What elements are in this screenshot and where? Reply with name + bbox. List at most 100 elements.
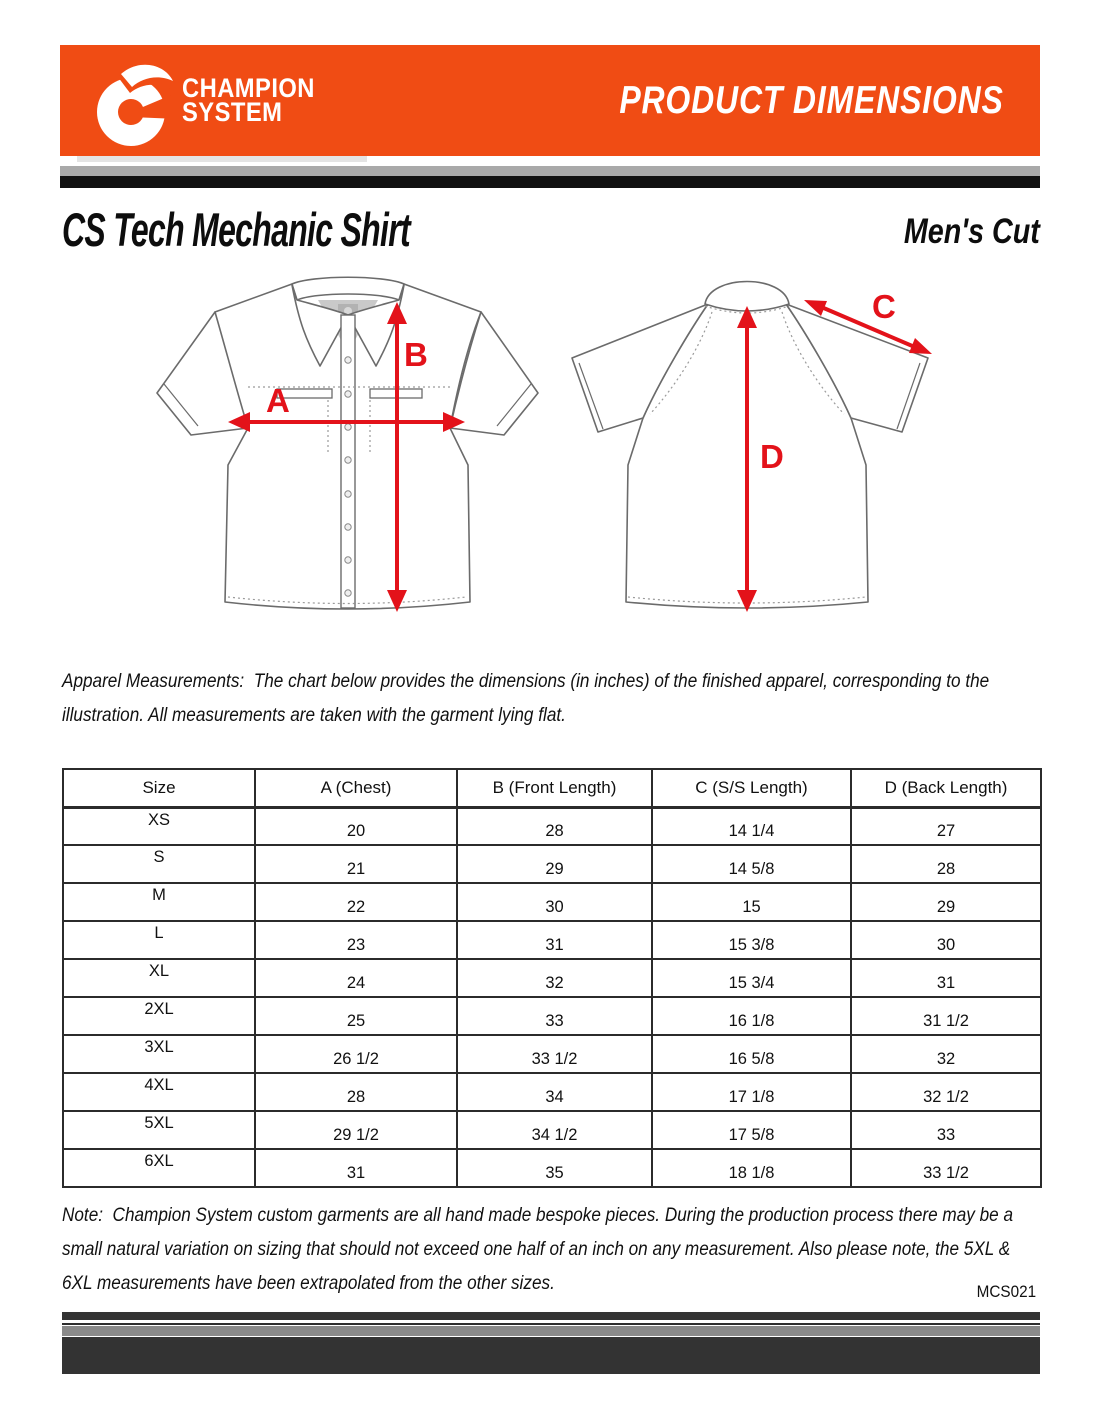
size-cell: M bbox=[62, 882, 256, 922]
col-header: D (Back Length) bbox=[850, 768, 1042, 809]
intro-text: The chart below provides the dimensions … bbox=[62, 670, 990, 726]
brand-line1: CHAMPION bbox=[182, 73, 315, 103]
banner-title: PRODUCT DIMENSIONS bbox=[619, 79, 1004, 122]
measurement-cell: 35 bbox=[456, 1148, 653, 1188]
footer-bar-dark-thin bbox=[62, 1312, 1040, 1320]
measurement-cell: 33 bbox=[456, 996, 653, 1036]
measurement-cell: 32 1/2 bbox=[850, 1072, 1042, 1112]
col-header: C (S/S Length) bbox=[651, 768, 852, 809]
shirt-measurement-diagram: A B D bbox=[156, 276, 932, 612]
size-cell: 6XL bbox=[62, 1148, 256, 1188]
footer-bar-gray bbox=[62, 1326, 1040, 1336]
footer-bar-dark-large bbox=[62, 1337, 1040, 1374]
size-cell: 2XL bbox=[62, 996, 256, 1036]
measurement-cell: 14 5/8 bbox=[651, 844, 852, 884]
table-header-row: Size A (Chest) B (Front Length) C (S/S Leng… bbox=[62, 768, 1042, 809]
table-row: 4XL 28 34 17 1/8 32 1/2 bbox=[62, 1072, 1042, 1112]
intro-label: Apparel Measurements: bbox=[62, 670, 245, 692]
measurement-cell: 24 bbox=[254, 958, 458, 998]
champion-system-logo bbox=[97, 64, 178, 146]
arrow-c: C bbox=[804, 288, 932, 354]
brand-wordmark: CHAMPION SYSTEM bbox=[182, 73, 315, 127]
brand-line2: SYSTEM bbox=[182, 97, 283, 127]
measurement-cell: 18 1/8 bbox=[651, 1148, 852, 1188]
measurement-cell: 15 3/4 bbox=[651, 958, 852, 998]
size-cell: 3XL bbox=[62, 1034, 256, 1074]
measurement-cell: 17 5/8 bbox=[651, 1110, 852, 1150]
header-gray-bar bbox=[60, 166, 1040, 176]
measurement-cell: 33 bbox=[850, 1110, 1042, 1150]
measurement-cell: 30 bbox=[456, 882, 653, 922]
size-cell: 5XL bbox=[62, 1110, 256, 1150]
measurement-cell: 16 5/8 bbox=[651, 1034, 852, 1074]
measurement-cell: 17 1/8 bbox=[651, 1072, 852, 1112]
size-cell: 4XL bbox=[62, 1072, 256, 1112]
note-text: Champion System custom garments are all … bbox=[62, 1204, 1013, 1294]
footer-line bbox=[62, 1323, 1040, 1325]
brand-banner: CHAMPION SYSTEM PRODUCT DIMENSIONS bbox=[60, 45, 1040, 156]
measurement-cell: 31 bbox=[850, 958, 1042, 998]
measurement-cell: 23 bbox=[254, 920, 458, 960]
front-shirt-illustration bbox=[156, 276, 539, 610]
size-cell: XS bbox=[62, 806, 256, 846]
measurement-cell: 28 bbox=[456, 806, 653, 846]
measurement-cell: 31 bbox=[456, 920, 653, 960]
page-title: CS Tech Mechanic Shirt bbox=[62, 203, 411, 256]
apparel-measurements-paragraph: Apparel Measurements: The chart below pr… bbox=[62, 664, 1040, 732]
size-table-body: XS 20 28 14 1/4 27 S 21 29 14 5/8 28 M 22 30 15 29 L 23 3… bbox=[62, 806, 1042, 1188]
size-table: Size A (Chest) B (Front Length) C (S/S Leng… bbox=[62, 768, 1042, 1188]
measurement-cell: 16 1/8 bbox=[651, 996, 852, 1036]
size-cell: S bbox=[62, 844, 256, 884]
measurement-cell: 20 bbox=[254, 806, 458, 846]
measurement-cell: 34 1/2 bbox=[456, 1110, 653, 1150]
measurement-cell: 28 bbox=[254, 1072, 458, 1112]
table-row: S 21 29 14 5/8 28 bbox=[62, 844, 1042, 884]
measurement-cell: 34 bbox=[456, 1072, 653, 1112]
doc-code: MCS021 bbox=[976, 1282, 1036, 1301]
measurement-cell: 31 1/2 bbox=[850, 996, 1042, 1036]
col-header: B (Front Length) bbox=[456, 768, 653, 809]
measurement-cell: 33 1/2 bbox=[850, 1148, 1042, 1188]
label-d: D bbox=[760, 438, 784, 475]
arrow-d: D bbox=[737, 306, 784, 612]
measurement-cell: 15 bbox=[651, 882, 852, 922]
table-row: XS 20 28 14 1/4 27 bbox=[62, 806, 1042, 846]
table-row: 5XL 29 1/2 34 1/2 17 5/8 33 bbox=[62, 1110, 1042, 1150]
measurement-cell: 25 bbox=[254, 996, 458, 1036]
label-b: B bbox=[404, 336, 428, 373]
measurement-cell: 32 bbox=[850, 1034, 1042, 1074]
table-row: M 22 30 15 29 bbox=[62, 882, 1042, 922]
measurement-cell: 14 1/4 bbox=[651, 806, 852, 846]
measurement-cell: 29 bbox=[850, 882, 1042, 922]
measurement-cell: 29 1/2 bbox=[254, 1110, 458, 1150]
col-header: Size bbox=[62, 768, 256, 809]
arrow-b: B bbox=[387, 302, 428, 612]
label-c: C bbox=[872, 288, 896, 325]
measurement-cell: 30 bbox=[850, 920, 1042, 960]
size-table-wrap: Size A (Chest) B (Front Length) C (S/S Leng… bbox=[62, 768, 1042, 1188]
measurement-cell: 28 bbox=[850, 844, 1042, 884]
measurement-cell: 21 bbox=[254, 844, 458, 884]
table-row: 2XL 25 33 16 1/8 31 1/2 bbox=[62, 996, 1042, 1036]
measurement-cell: 22 bbox=[254, 882, 458, 922]
table-row: XL 24 32 15 3/4 31 bbox=[62, 958, 1042, 998]
table-row: 3XL 26 1/2 33 1/2 16 5/8 32 bbox=[62, 1034, 1042, 1074]
note-paragraph: Note: Champion System custom garments ar… bbox=[62, 1198, 1040, 1300]
measurement-cell: 33 1/2 bbox=[456, 1034, 653, 1074]
cut-label: Men's Cut bbox=[904, 212, 1040, 251]
measurement-cell: 26 1/2 bbox=[254, 1034, 458, 1074]
size-cell: XL bbox=[62, 958, 256, 998]
header-shadow-strip bbox=[77, 156, 367, 162]
measurement-cell: 29 bbox=[456, 844, 653, 884]
table-row: L 23 31 15 3/8 30 bbox=[62, 920, 1042, 960]
arrow-a: A bbox=[228, 382, 465, 432]
table-row: 6XL 31 35 18 1/8 33 1/2 bbox=[62, 1148, 1042, 1188]
size-cell: L bbox=[62, 920, 256, 960]
header-black-bar bbox=[60, 176, 1040, 188]
measurement-cell: 15 3/8 bbox=[651, 920, 852, 960]
col-header: A (Chest) bbox=[254, 768, 458, 809]
note-label: Note: bbox=[62, 1204, 104, 1226]
label-a: A bbox=[266, 382, 290, 419]
measurement-cell: 32 bbox=[456, 958, 653, 998]
